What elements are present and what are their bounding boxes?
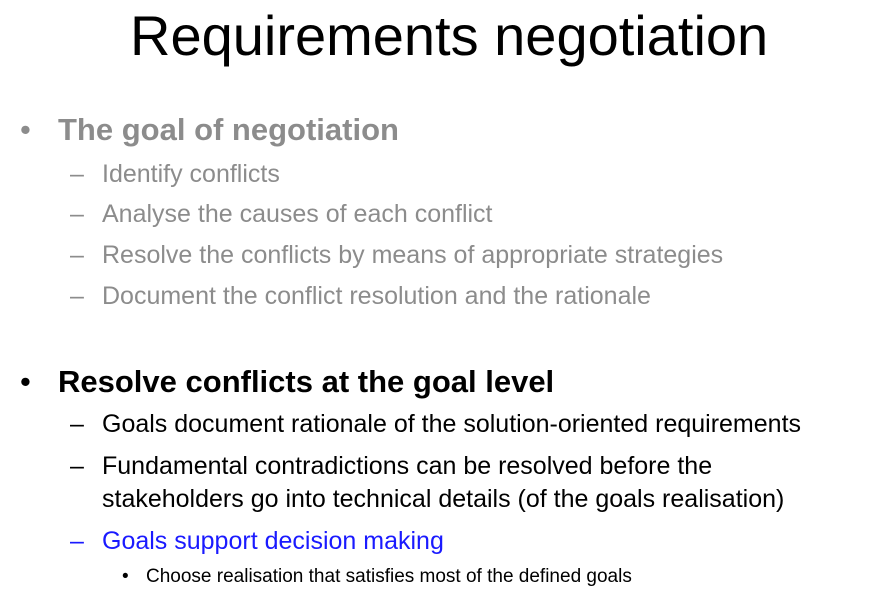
bullet-marker: •: [122, 566, 129, 587]
sub-list-item: • Choose realisation that satisfies most …: [122, 566, 632, 588]
sub-list-item-text: Choose realisation that satisfies most o…: [146, 566, 632, 587]
section-heading-text: The goal of negotiation: [58, 112, 399, 147]
list-item: – Analyse the causes of each conflict: [70, 200, 493, 229]
list-item-text: Goals document rationale of the solution…: [102, 410, 802, 438]
dash-marker: –: [70, 160, 84, 188]
list-item: – Goals document rationale of the solutio…: [70, 410, 801, 439]
dash-marker: –: [70, 241, 84, 269]
list-item-text: Document the conflict resolution and the…: [102, 282, 651, 310]
slide-title: Requirements negotiation: [130, 4, 769, 67]
list-item: – Resolve the conflicts by means of appro…: [70, 241, 723, 270]
list-item-text: Resolve the conflicts by means of approp…: [102, 241, 724, 269]
list-item-text: Fundamental contradictions can be resolv…: [102, 452, 713, 480]
dash-marker: –: [70, 452, 84, 480]
list-item-continuation: stakeholders go into technical details (…: [102, 485, 785, 513]
bullet-marker: •: [20, 112, 31, 147]
dash-marker: –: [70, 282, 84, 310]
list-item-text: Analyse the causes of each conflict: [102, 200, 493, 228]
dash-marker: –: [70, 410, 84, 438]
dash-marker: –: [70, 527, 84, 555]
list-item-text: Goals support decision making: [102, 527, 444, 555]
section-heading-text: Resolve conflicts at the goal level: [58, 364, 555, 399]
section-heading-resolve-conflicts: • Resolve conflicts at the goal level: [20, 364, 554, 400]
list-item: – Fundamental contradictions can be resol…: [70, 452, 712, 481]
bullet-marker: •: [20, 364, 31, 399]
list-item: – Identify conflicts: [70, 160, 280, 189]
section-heading-negotiation-goal: • The goal of negotiation: [20, 112, 399, 148]
list-item: – Document the conflict resolution and th…: [70, 282, 651, 311]
dash-marker: –: [70, 200, 84, 228]
list-item-highlighted: – Goals support decision making: [70, 527, 444, 556]
list-item-text: Identify conflicts: [102, 160, 280, 188]
